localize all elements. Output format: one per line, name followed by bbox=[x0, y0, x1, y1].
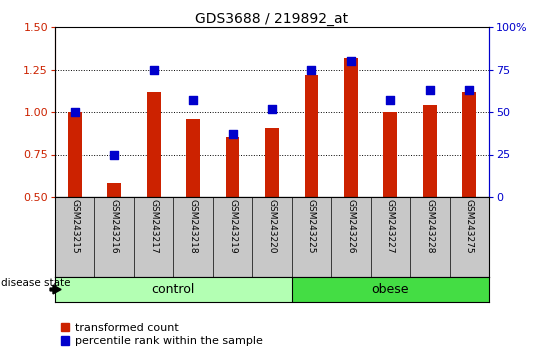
Point bbox=[307, 67, 316, 72]
Point bbox=[347, 58, 355, 64]
Point bbox=[110, 152, 119, 157]
Bar bbox=[305, 75, 319, 197]
Bar bbox=[107, 183, 121, 197]
Point bbox=[149, 67, 158, 72]
Text: disease state: disease state bbox=[1, 278, 71, 288]
Text: obese: obese bbox=[371, 283, 409, 296]
Legend: transformed count, percentile rank within the sample: transformed count, percentile rank withi… bbox=[60, 323, 263, 347]
Text: GSM243226: GSM243226 bbox=[347, 199, 355, 254]
Text: GSM243218: GSM243218 bbox=[189, 199, 198, 254]
Text: GSM243216: GSM243216 bbox=[109, 199, 119, 254]
Bar bbox=[55, 277, 292, 302]
Bar bbox=[147, 92, 161, 197]
Text: GSM243219: GSM243219 bbox=[228, 199, 237, 254]
Text: control: control bbox=[151, 283, 195, 296]
Bar bbox=[68, 112, 81, 197]
Text: GSM243228: GSM243228 bbox=[425, 199, 434, 254]
Bar bbox=[265, 128, 279, 197]
Bar bbox=[423, 105, 437, 197]
Point bbox=[189, 97, 197, 103]
Text: GSM243275: GSM243275 bbox=[465, 199, 474, 254]
Text: GSM243227: GSM243227 bbox=[386, 199, 395, 254]
Text: GSM243215: GSM243215 bbox=[70, 199, 79, 254]
Bar bbox=[186, 119, 200, 197]
Bar bbox=[226, 137, 239, 197]
Point bbox=[386, 97, 395, 103]
Point bbox=[425, 87, 434, 93]
Point bbox=[268, 106, 277, 112]
Text: GSM243225: GSM243225 bbox=[307, 199, 316, 254]
Bar bbox=[292, 277, 489, 302]
Bar bbox=[344, 58, 358, 197]
Point bbox=[228, 131, 237, 137]
Point bbox=[465, 87, 474, 93]
Bar bbox=[383, 112, 397, 197]
Bar bbox=[462, 92, 476, 197]
Point bbox=[71, 109, 79, 115]
Title: GDS3688 / 219892_at: GDS3688 / 219892_at bbox=[196, 12, 349, 26]
Text: GSM243220: GSM243220 bbox=[267, 199, 277, 254]
Text: GSM243217: GSM243217 bbox=[149, 199, 158, 254]
